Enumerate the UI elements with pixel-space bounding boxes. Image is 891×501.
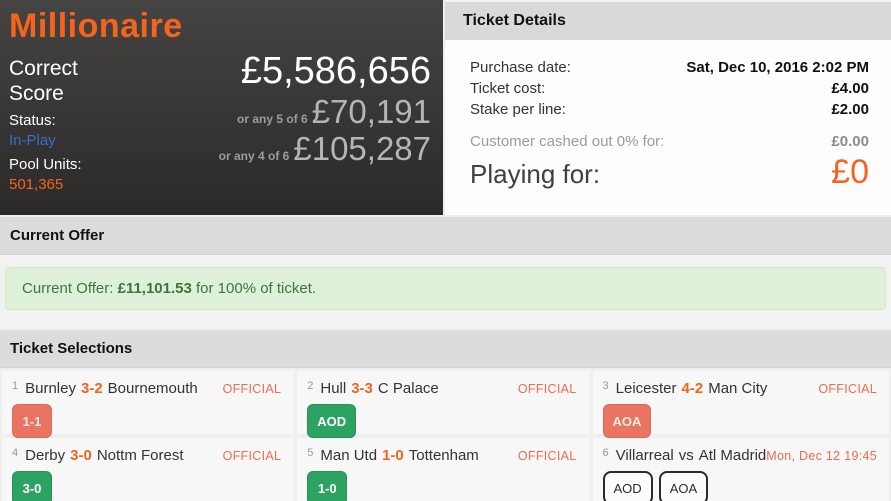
stake-per-line-row: Stake per line: £2.00 [470,99,869,120]
match-cell-4: 4 Derby 3-0 Nottm Forest OFFICIAL 3-0 [2,438,294,501]
current-offer-area: Current Offer: £11,101.53 for 100% of ti… [0,255,891,328]
jackpot-amount: £5,586,656 [240,49,431,92]
selection-number: 1 [12,380,19,392]
home-team: Derby [25,447,66,464]
cashed-out-label: Customer cashed out 0% for: [470,133,665,150]
offer-prefix: Current Offer: [22,280,118,297]
offer-amount: £11,101.53 [117,280,192,297]
away-team: Nottm Forest [96,447,184,464]
ticket-cost-value: £4.00 [831,80,869,97]
cashed-out-row: Customer cashed out 0% for: £0.00 [470,131,869,152]
away-team: C Palace [377,380,439,397]
selection-badge: AOD [307,404,357,438]
selection-badge: AOA [658,471,709,501]
selection-number: 3 [602,380,609,392]
away-team: Man City [708,380,768,397]
ticket-details-body: Purchase date: Sat, Dec 10, 2016 2:02 PM… [445,40,891,215]
ticket-details-title: Ticket Details [445,0,891,40]
ticket-selections-section-title: Ticket Selections [0,330,891,368]
match-score: 3-0 [70,447,92,464]
selection-number: 6 [602,447,609,459]
selection-badge: AOA [602,404,652,438]
selection-badge: 3-0 [12,471,52,501]
pool-info: Correct Score Status: In-Play Pool Units… [9,56,129,193]
home-team: Hull [320,380,347,397]
pool-units-value: 501,365 [9,176,64,194]
match-cell-1: 1 Burnley 3-2 Bournemouth OFFICIAL 1-1 [2,371,294,438]
match-score: 4-2 [681,380,704,397]
ticket-cost-row: Ticket cost: £4.00 [470,78,869,99]
stake-per-line-label: Stake per line: [470,101,566,118]
match-vs-separator: vs [678,447,694,464]
selection-badge: AOD [602,471,653,501]
pool-title: Millionaire [9,7,183,45]
cashed-out-value: £0.00 [831,133,869,150]
prize-column: £5,586,656 or any 5 of 6 £70,191 or any 4… [129,49,433,193]
game-type-label: Correct Score [9,56,78,106]
consolation-5of6-label: or any 5 of 6 [237,111,308,126]
match-cell-3: 3 Leicester 4-2 Man City OFFICIAL AOA [592,371,889,438]
current-offer-section-title: Current Offer [0,217,891,255]
match-status: OFFICIAL [818,382,877,396]
home-team: Villarreal [615,447,674,464]
selection-number: 2 [307,380,314,392]
ticket-cost-label: Ticket cost: [470,80,546,97]
match-score: 3-3 [351,380,373,397]
status-value: In-Play [9,132,56,150]
stake-per-line-value: £2.00 [831,101,869,118]
selection-number: 4 [12,447,19,459]
match-cell-6: 6 Villarreal vs Atl Madrid Mon, Dec 12 1… [592,438,889,501]
match-status: OFFICIAL [222,382,282,396]
purchase-date-value: Sat, Dec 10, 2016 2:02 PM [686,59,869,76]
playing-for-label: Playing for: [470,159,601,189]
ticket-details-panel: Ticket Details Purchase date: Sat, Dec 1… [445,0,891,215]
home-team: Burnley [25,380,76,397]
home-team: Man Utd [320,447,378,464]
purchase-date-label: Purchase date: [470,59,571,76]
consolation-5of6: or any 5 of 6 £70,191 [129,92,431,130]
current-offer-banner: Current Offer: £11,101.53 for 100% of ti… [5,267,886,310]
top-row: Millionaire Correct Score Status: In-Pla… [0,0,891,215]
away-team: Bournemouth [107,380,198,397]
match-cell-5: 5 Man Utd 1-0 Tottenham OFFICIAL 1-0 [297,438,589,501]
selection-number: 5 [307,447,314,459]
selections-grid: 1 Burnley 3-2 Bournemouth OFFICIAL 1-1 2… [0,371,891,501]
consolation-4of6-label: or any 4 of 6 [218,148,290,163]
playing-for-row: Playing for: £0 [470,153,869,192]
pool-panel: Millionaire Correct Score Status: In-Pla… [0,0,443,215]
offer-suffix: for 100% of ticket. [191,280,317,297]
away-team: Atl Madrid [698,447,767,464]
selection-badge: 1-0 [307,471,348,501]
consolation-4of6-amount: £105,287 [293,129,431,167]
away-team: Tottenham [408,447,479,464]
match-status: OFFICIAL [517,382,577,396]
pool-units-label: Pool Units: [9,156,82,174]
match-score: 3-2 [80,380,103,397]
match-status: OFFICIAL [517,449,577,463]
match-cell-2: 2 Hull 3-3 C Palace OFFICIAL AOD [297,371,589,438]
status-label: Status: [9,112,56,130]
consolation-5of6-amount: £70,191 [311,92,431,130]
playing-for-value: £0 [831,153,869,191]
selection-badge: 1-1 [12,404,52,438]
purchase-date-row: Purchase date: Sat, Dec 10, 2016 2:02 PM [470,57,869,78]
match-score: 1-0 [382,447,404,464]
consolation-4of6: or any 4 of 6 £105,287 [129,129,431,167]
match-kickoff-time: Mon, Dec 12 19:45 [766,449,877,463]
home-team: Leicester [615,380,677,397]
match-status: OFFICIAL [222,449,282,463]
